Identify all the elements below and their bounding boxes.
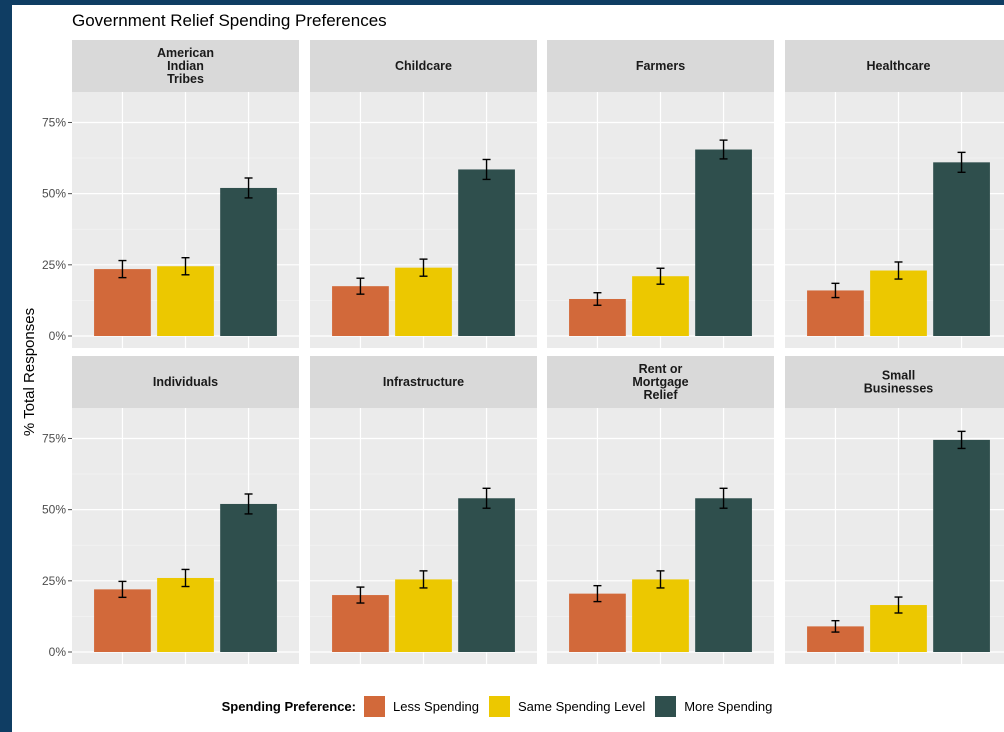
bar-individuals-more-spending: [220, 503, 277, 652]
panel-strip-healthcare: [785, 40, 1004, 92]
panel-label-healthcare: Healthcare: [867, 59, 931, 73]
bar-rent-or-mortgage-relief-same-spending-level: [632, 579, 689, 652]
panel-label-individuals: Individuals: [153, 375, 218, 389]
error-bar-farmers-more-spending: [719, 139, 728, 160]
panel-strip-childcare: [310, 40, 537, 92]
y-tick-label: 75%: [42, 431, 66, 445]
panel-strip-farmers: [547, 40, 774, 92]
panel-infrastructure: Infrastructure: [310, 356, 537, 664]
panel-label-rent-or-mortgage-relief: Rent or Mortgage Relief: [632, 362, 688, 402]
bar-individuals-less-spending: [94, 589, 151, 652]
left-accent-band: [0, 0, 12, 732]
y-tick-label: 0%: [49, 645, 67, 659]
legend-item-same-spending-level: Same Spending Level: [489, 695, 646, 717]
legend-title: Spending Preference:: [221, 698, 356, 714]
panel-american-indian-tribes: American Indian Tribes: [72, 40, 299, 348]
panel-farmers: Farmers: [547, 40, 774, 348]
bar-infrastructure-more-spending: [458, 498, 515, 652]
legend-key-less-spending: [363, 695, 385, 717]
error-bar-farmers-less-spending: [593, 292, 602, 306]
error-bar-infrastructure-more-spending: [482, 487, 491, 509]
panel-small-businesses: Small Businesses: [785, 356, 1004, 664]
error-bar-infrastructure-less-spending: [356, 586, 365, 604]
panel-healthcare: Healthcare: [785, 40, 1004, 348]
bar-rent-or-mortgage-relief-less-spending: [569, 593, 626, 652]
error-bar-rent-or-mortgage-relief-less-spending: [593, 584, 602, 603]
error-bar-individuals-less-spending: [118, 580, 127, 599]
error-bar-small-businesses-less-spending: [831, 619, 840, 633]
error-bar-childcare-more-spending: [482, 158, 491, 181]
y-tick-label: 50%: [42, 187, 66, 201]
error-bar-individuals-more-spending: [244, 493, 253, 515]
error-bar-childcare-same-spending-level: [419, 258, 428, 277]
bar-american-indian-tribes-more-spending: [220, 187, 277, 336]
y-tick-label: 25%: [42, 258, 66, 272]
bar-healthcare-same-spending-level: [870, 270, 927, 336]
panel-strip-american-indian-tribes: [72, 40, 299, 92]
error-bar-childcare-less-spending: [356, 277, 365, 295]
bar-infrastructure-same-spending-level: [395, 579, 452, 652]
error-bar-small-businesses-more-spending: [957, 430, 966, 450]
panel-strip-small-businesses: [785, 356, 1004, 408]
error-bar-american-indian-tribes-more-spending: [244, 177, 253, 199]
error-bar-farmers-same-spending-level: [656, 267, 665, 285]
panel-strip-individuals: [72, 356, 299, 408]
y-tick-label: 0%: [49, 329, 67, 343]
bar-childcare-more-spending: [458, 169, 515, 336]
bar-healthcare-more-spending: [933, 162, 990, 336]
bar-farmers-more-spending: [695, 149, 752, 336]
bar-farmers-same-spending-level: [632, 276, 689, 336]
error-bar-american-indian-tribes-less-spending: [118, 259, 127, 279]
error-bar-rent-or-mortgage-relief-more-spending: [719, 487, 728, 509]
panel-strip-rent-or-mortgage-relief: [547, 356, 774, 408]
y-tick-label: 75%: [42, 115, 66, 129]
legend: Spending Preference: Less Spending Same …: [0, 691, 1004, 721]
legend-label-more-spending: More Spending: [684, 698, 773, 714]
top-accent-band: [0, 0, 1004, 5]
error-bar-healthcare-less-spending: [831, 282, 840, 299]
legend-item-more-spending: More Spending: [655, 695, 773, 717]
y-tick-label: 25%: [42, 574, 66, 588]
error-bar-healthcare-more-spending: [957, 151, 966, 173]
error-bar-infrastructure-same-spending-level: [419, 570, 428, 589]
error-bar-individuals-same-spending-level: [181, 568, 190, 588]
legend-label-same-spending-level: Same Spending Level: [518, 698, 646, 714]
error-bar-rent-or-mortgage-relief-same-spending-level: [656, 570, 665, 589]
bar-american-indian-tribes-same-spending-level: [157, 266, 214, 336]
bar-small-businesses-more-spending: [933, 439, 990, 652]
panel-label-small-businesses: Small Businesses: [864, 369, 934, 396]
panel-label-childcare: Childcare: [395, 59, 452, 73]
error-bar-small-businesses-same-spending-level: [894, 596, 903, 614]
legend-key-more-spending: [655, 695, 677, 717]
chart-canvas: Government Relief Spending Preferences % …: [21, 11, 1004, 664]
legend-key-same-spending-level: [489, 695, 510, 717]
error-bar-healthcare-same-spending-level: [894, 261, 903, 280]
panel-label-infrastructure: Infrastructure: [383, 375, 464, 389]
bar-rent-or-mortgage-relief-more-spending: [695, 498, 752, 652]
panel-individuals: Individuals: [72, 356, 299, 664]
bar-american-indian-tribes-less-spending: [94, 269, 151, 336]
error-bar-american-indian-tribes-same-spending-level: [181, 257, 190, 276]
bar-infrastructure-less-spending: [332, 595, 389, 652]
panel-childcare: Childcare: [310, 40, 537, 348]
panel-strip-infrastructure: [310, 356, 537, 408]
y-axis-title: % Total Responses: [21, 308, 38, 436]
bar-childcare-same-spending-level: [395, 267, 452, 336]
legend-label-less-spending: Less Spending: [392, 698, 479, 714]
y-tick-label: 50%: [42, 503, 66, 517]
legend-item-less-spending: Less Spending: [363, 695, 479, 717]
panel-rent-or-mortgage-relief: Rent or Mortgage Relief: [547, 356, 774, 664]
chart-title: Government Relief Spending Preferences: [72, 11, 387, 30]
panel-label-farmers: Farmers: [636, 59, 685, 73]
panel-label-american-indian-tribes: American Indian Tribes: [157, 46, 214, 86]
bar-individuals-same-spending-level: [157, 577, 214, 652]
